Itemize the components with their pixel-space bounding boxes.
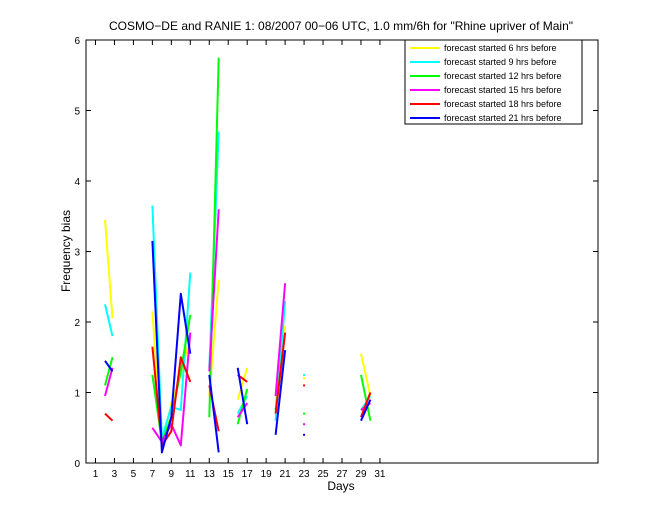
series-line	[104, 412, 114, 422]
x-tick-label: 27	[336, 469, 348, 480]
y-tick-label: 6	[74, 36, 80, 47]
series-line	[360, 392, 372, 418]
y-axis-label: Frequency bias	[59, 210, 73, 292]
series-layer	[104, 57, 372, 454]
x-tick-label: 9	[169, 469, 175, 480]
legend-label: forecast started 6 hrs before	[444, 43, 557, 53]
x-tick-label: 21	[280, 469, 292, 480]
series-line	[104, 360, 114, 372]
y-tick-label: 4	[74, 177, 80, 188]
chart-title: COSMO−DE and RANIE 1: 08/2007 00−06 UTC,…	[109, 19, 573, 33]
series-line	[236, 402, 249, 418]
series-line	[104, 357, 114, 386]
legend-item: forecast started 18 hrs before	[410, 99, 562, 109]
series-line	[151, 346, 192, 447]
legend-label: forecast started 21 hrs before	[444, 113, 562, 123]
legend-item: forecast started 6 hrs before	[410, 43, 557, 53]
y-tick-label: 0	[74, 459, 80, 470]
series-line	[236, 388, 249, 425]
x-tick-label: 25	[317, 469, 329, 480]
legend-label: forecast started 18 hrs before	[444, 99, 562, 109]
x-tick-label: 23	[299, 469, 311, 480]
series-line	[274, 283, 287, 397]
legend-item: forecast started 21 hrs before	[410, 113, 562, 123]
series-line	[360, 399, 372, 422]
y-tick-label: 3	[74, 248, 80, 259]
x-tick-label: 29	[355, 469, 367, 480]
legend-item: forecast started 12 hrs before	[410, 71, 562, 81]
x-tick-label: 7	[150, 469, 156, 480]
legend: forecast started 6 hrs before forecast st…	[404, 39, 583, 125]
x-tick-label: 3	[112, 469, 118, 480]
x-tick-label: 13	[204, 469, 216, 480]
x-tick-label: 11	[185, 469, 196, 480]
y-tick-label: 2	[74, 318, 80, 329]
series-line	[151, 240, 192, 454]
legend-label: forecast started 15 hrs before	[444, 85, 562, 95]
x-tick-label: 31	[374, 469, 386, 480]
x-tick-label: 19	[261, 469, 273, 480]
y-tick-label: 1	[74, 389, 80, 400]
x-axis-label: Days	[327, 479, 354, 493]
y-tick-label: 5	[74, 107, 80, 118]
legend-item: forecast started 9 hrs before	[410, 57, 557, 67]
series-line	[208, 374, 220, 453]
series-line	[236, 367, 249, 400]
series-line	[104, 367, 114, 397]
series-line	[208, 209, 220, 372]
series-6	[104, 240, 372, 454]
x-tick-label: 1	[93, 469, 99, 480]
series-line	[274, 332, 287, 414]
x-tick-label: 5	[131, 469, 137, 480]
series-line	[104, 304, 114, 337]
series-line	[274, 350, 287, 435]
legend-label: forecast started 9 hrs before	[444, 57, 557, 67]
series-line	[360, 374, 372, 421]
legend-label: forecast started 12 hrs before	[444, 71, 562, 81]
series-line	[104, 219, 114, 319]
x-tick-label: 17	[242, 469, 254, 480]
x-tick-label: 15	[223, 469, 235, 480]
legend-box	[404, 39, 583, 125]
legend-item: forecast started 15 hrs before	[410, 85, 562, 95]
series-line	[236, 367, 249, 425]
series-line	[360, 353, 372, 397]
